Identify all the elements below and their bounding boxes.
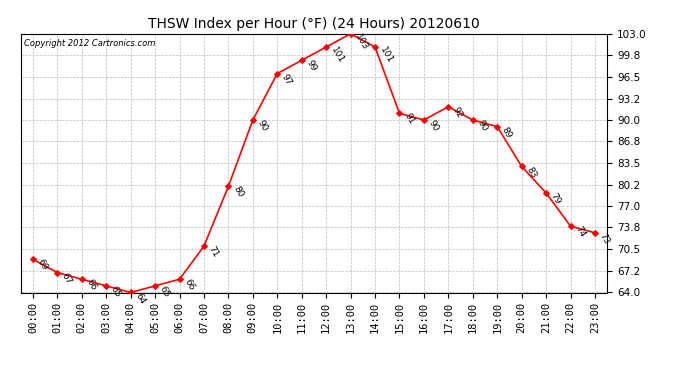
Text: 103: 103: [353, 32, 370, 52]
Text: Copyright 2012 Cartronics.com: Copyright 2012 Cartronics.com: [23, 39, 155, 48]
Text: 74: 74: [573, 225, 586, 239]
Text: 90: 90: [255, 118, 269, 133]
Text: 89: 89: [500, 125, 513, 140]
Text: 90: 90: [426, 118, 440, 133]
Text: 66: 66: [182, 278, 196, 292]
Text: 99: 99: [304, 59, 318, 74]
Text: 79: 79: [549, 192, 562, 206]
Text: 97: 97: [280, 72, 294, 87]
Text: 101: 101: [329, 46, 346, 65]
Text: 101: 101: [378, 46, 394, 65]
Text: 67: 67: [60, 271, 74, 286]
Text: 73: 73: [598, 231, 611, 246]
Text: 66: 66: [85, 278, 98, 292]
Text: 92: 92: [451, 105, 464, 120]
Text: 91: 91: [402, 112, 416, 126]
Text: 80: 80: [231, 185, 245, 200]
Text: 64: 64: [133, 291, 147, 306]
Text: 65: 65: [109, 285, 123, 299]
Text: 69: 69: [36, 258, 49, 272]
Text: 83: 83: [524, 165, 538, 180]
Title: THSW Index per Hour (°F) (24 Hours) 20120610: THSW Index per Hour (°F) (24 Hours) 2012…: [148, 17, 480, 31]
Text: 65: 65: [158, 285, 171, 299]
Text: 71: 71: [207, 244, 220, 259]
Text: 90: 90: [475, 118, 489, 133]
